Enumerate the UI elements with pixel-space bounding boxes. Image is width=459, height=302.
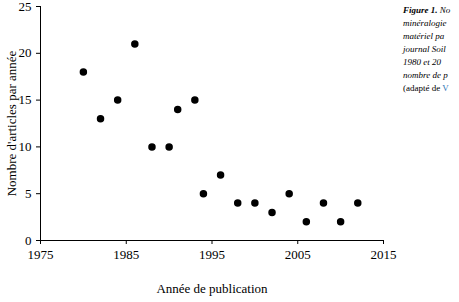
- html-text:Figure 1. No: Figure 1. No: [403, 5, 451, 15]
- html-text:nombre de p: nombre de p: [403, 70, 448, 80]
- svg-text:25: 25: [19, 0, 32, 14]
- svg-text:Année de publication: Année de publication: [156, 281, 268, 296]
- html-text:(adapté de V: (adapté de V: [403, 83, 449, 93]
- html-text:journal Soil: journal Soil: [403, 44, 446, 54]
- html-text:matériel pa: matériel pa: [403, 31, 445, 41]
- svg-text:5: 5: [25, 186, 32, 201]
- svg-text:1975: 1975: [28, 247, 54, 262]
- svg-text:2005: 2005: [285, 247, 311, 262]
- svg-text:2015: 2015: [371, 247, 397, 262]
- svg-text:Nombre d'articles par année: Nombre d'articles par année: [4, 50, 19, 196]
- svg-text:1985: 1985: [113, 247, 139, 262]
- html-text:1980 et 20: 1980 et 20: [403, 57, 441, 67]
- html-text:minéralogie: minéralogie: [403, 18, 447, 28]
- svg-text:0: 0: [25, 233, 32, 248]
- svg-text:10: 10: [19, 139, 32, 154]
- svg-text:1995: 1995: [199, 247, 225, 262]
- svg-text:15: 15: [19, 92, 32, 107]
- svg-text:20: 20: [19, 45, 32, 60]
